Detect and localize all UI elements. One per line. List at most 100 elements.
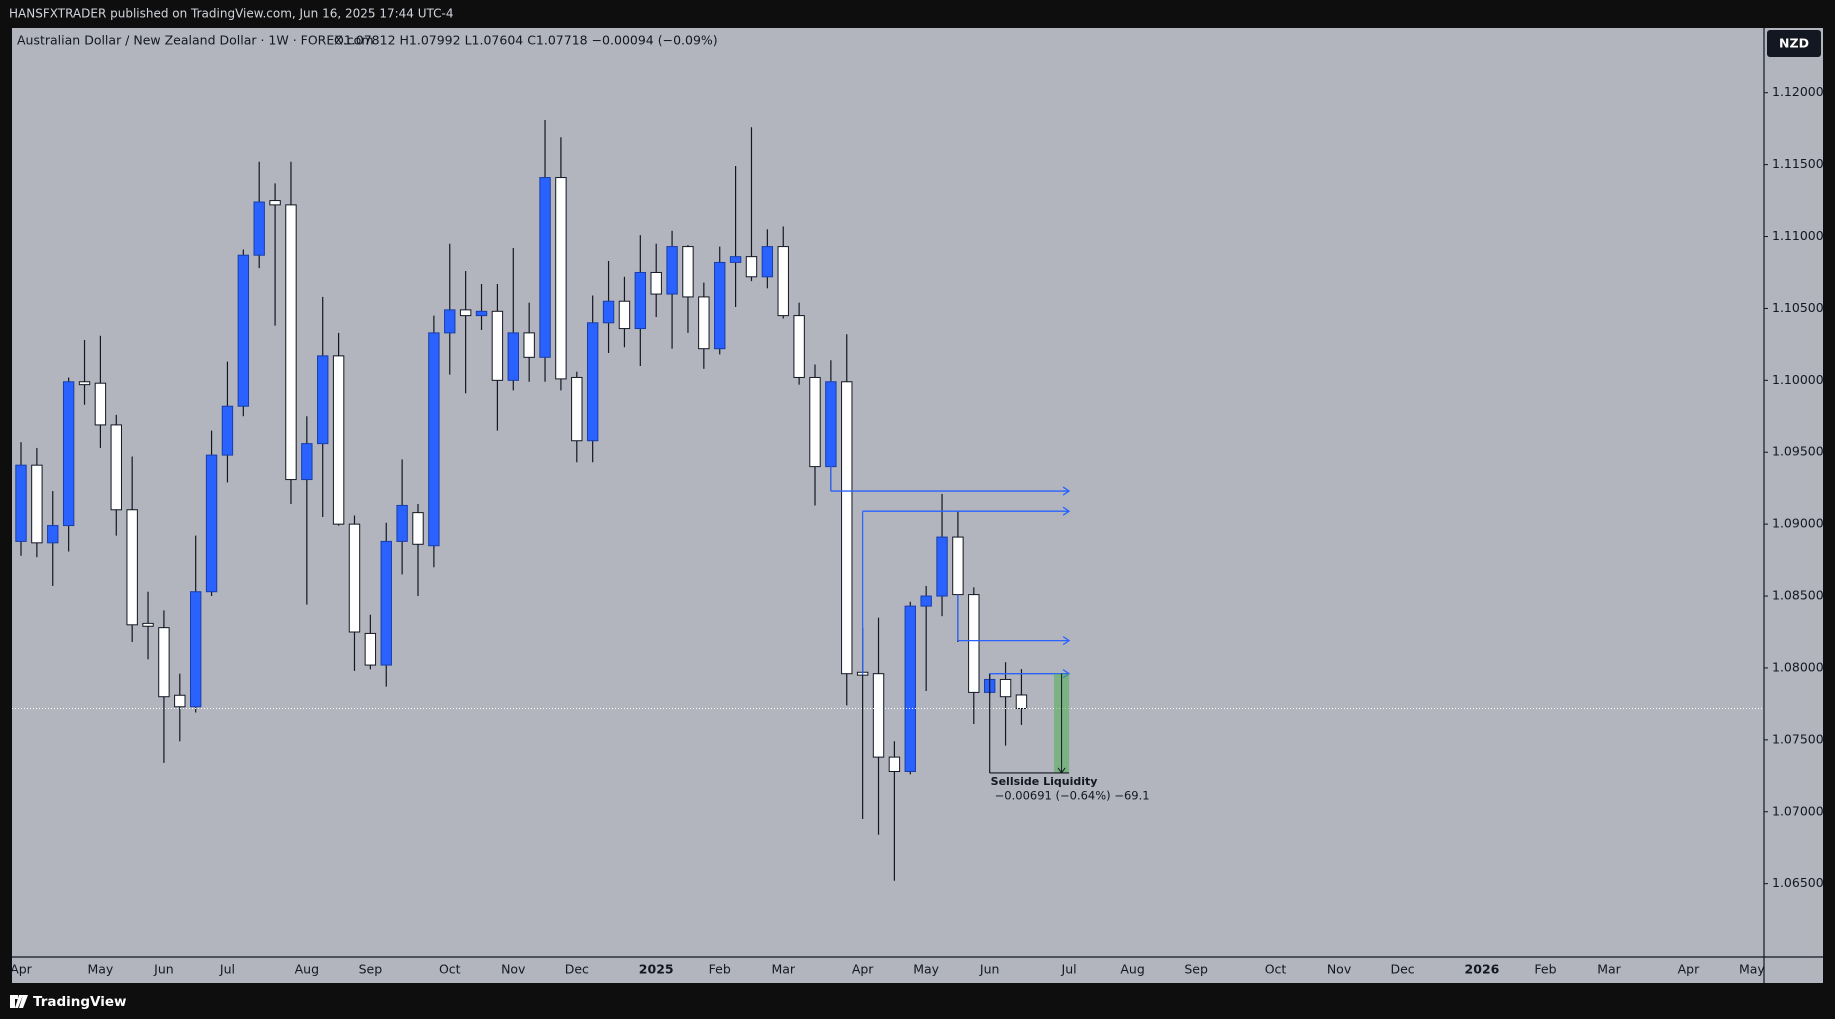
candle <box>269 183 281 326</box>
published-line: HANSFXTRADER published on TradingView.co… <box>9 7 454 21</box>
candle-body <box>78 381 91 386</box>
x-tick-label: Jun <box>153 962 174 977</box>
candle <box>809 364 821 506</box>
candle <box>364 614 377 670</box>
candle-body <box>269 200 281 206</box>
y-tick-label: 1.08500 <box>1772 588 1824 603</box>
x-tick-label: Apr <box>852 962 874 977</box>
y-tick-label: 1.10000 <box>1772 372 1824 387</box>
candle <box>841 334 853 706</box>
candle-body <box>1015 694 1028 709</box>
candle <box>459 271 472 394</box>
candle <box>936 493 948 617</box>
candle-body <box>428 332 440 547</box>
candle-body <box>698 296 710 350</box>
plot <box>15 120 1028 881</box>
candle <box>539 120 551 382</box>
candle-body <box>809 376 821 468</box>
candle <box>78 340 91 405</box>
ohlc-values: O1.07812 H1.07992 L1.07604 C1.07718 −0.0… <box>334 33 718 48</box>
x-tick-label: Oct <box>1265 962 1287 977</box>
candle <box>968 587 980 725</box>
currency-label[interactable]: NZD <box>1779 36 1809 51</box>
candle <box>301 416 313 605</box>
candle-body <box>126 509 138 626</box>
candle <box>729 166 742 307</box>
x-tick-label: Feb <box>709 962 731 977</box>
x-tick-label: Aug <box>295 962 319 977</box>
candle <box>380 522 392 687</box>
candle <box>396 459 408 575</box>
candle-body <box>237 254 250 407</box>
candle-body <box>920 595 932 607</box>
candle-body <box>475 310 488 317</box>
logo-icon <box>10 995 28 1008</box>
candle <box>221 361 234 483</box>
x-tick-label: Sep <box>359 962 383 977</box>
candle-body <box>539 177 551 358</box>
x-tick-label: Mar <box>1597 962 1621 977</box>
candle <box>745 127 758 282</box>
candle <box>126 456 138 643</box>
candle <box>777 226 789 319</box>
candle-body <box>872 673 885 758</box>
candle <box>174 673 186 742</box>
x-tick-label: 2026 <box>1465 962 1500 977</box>
candle-body <box>94 382 107 426</box>
candle-body <box>523 332 535 358</box>
candle-body <box>412 512 424 545</box>
candle <box>237 249 250 417</box>
candle-body <box>380 540 392 666</box>
candle-body <box>602 300 615 324</box>
candle <box>618 276 631 348</box>
candle-body <box>174 694 186 708</box>
candle <box>999 662 1012 746</box>
candle <box>571 371 583 463</box>
candle <box>920 585 932 691</box>
logo-text: TradingView <box>33 994 127 1010</box>
x-tick-label: Oct <box>439 962 461 977</box>
candle <box>523 302 535 382</box>
candle <box>94 335 107 448</box>
candle-body <box>332 355 345 525</box>
candle <box>412 504 424 597</box>
tradingview-logo[interactable]: TradingView <box>10 994 127 1010</box>
candle-body <box>729 256 742 263</box>
candle-body <box>682 246 694 298</box>
candle-body <box>571 376 583 442</box>
candle-body <box>459 309 472 317</box>
y-tick-label: 1.07000 <box>1772 803 1824 818</box>
candle-body <box>936 536 948 597</box>
x-tick-label: Dec <box>1390 962 1414 977</box>
candle-body <box>301 443 313 481</box>
candle-body <box>253 201 265 256</box>
candle <box>62 377 75 552</box>
candle <box>348 515 361 671</box>
candle <box>317 296 329 517</box>
candle-body <box>158 627 170 698</box>
candle-body <box>110 424 122 511</box>
candle <box>189 535 202 713</box>
candle-body <box>618 300 631 330</box>
x-tick-label: Mar <box>771 962 795 977</box>
candle <box>793 302 805 385</box>
symbol-title: Australian Dollar / New Zealand Dollar ·… <box>17 33 374 48</box>
candle <box>698 282 710 369</box>
candle-body <box>904 605 916 772</box>
candle-body <box>952 536 964 596</box>
x-tick-label: Sep <box>1184 962 1208 977</box>
candle-body <box>205 454 218 593</box>
candle <box>586 295 599 463</box>
candle <box>682 245 694 333</box>
currency-box[interactable] <box>1767 30 1821 57</box>
candle <box>904 601 916 775</box>
candle-body <box>491 310 504 381</box>
x-tick-label: May <box>1739 962 1765 977</box>
candle-body <box>285 204 297 481</box>
candle-body <box>555 177 567 380</box>
y-tick-label: 1.11500 <box>1772 156 1824 171</box>
y-tick-label: 1.08000 <box>1772 659 1824 674</box>
candle-body <box>15 464 27 542</box>
candle <box>491 283 504 431</box>
candle-body <box>31 464 43 544</box>
